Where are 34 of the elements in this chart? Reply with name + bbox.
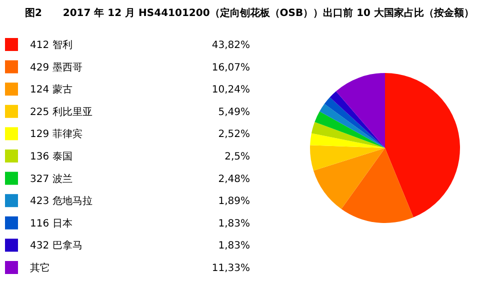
pie-slice <box>385 73 460 218</box>
pie-slice <box>330 91 385 148</box>
data-label: 16,07% <box>212 62 250 74</box>
pie-slice <box>311 122 385 148</box>
data-label: 11,33% <box>212 263 250 274</box>
legend-label: 124 蒙古 <box>30 84 72 96</box>
legend-label: 423 危地马拉 <box>30 195 92 208</box>
pie-slice <box>313 148 385 209</box>
legend-label: 其它 <box>30 262 50 274</box>
data-label: 1,89% <box>218 196 250 208</box>
legend-label: 412 智利 <box>30 39 72 51</box>
legend-label: 136 泰国 <box>30 152 72 162</box>
legend-label: 432 巴拿马 <box>30 240 82 252</box>
legend-label: 327 波兰 <box>30 172 72 185</box>
legend-label: 116 日本 <box>30 217 72 230</box>
legend-label: 129 菲律宾 <box>30 128 82 140</box>
pie-slice <box>336 73 385 148</box>
pie-slice <box>310 145 385 171</box>
data-label: 2,52% <box>218 129 250 140</box>
data-label: 1,83% <box>218 218 250 230</box>
chart-title: 图2 2017 年 12 月 HS44101200（定向刨花板（OSB））出口前 10 大国家占比（按金额） <box>25 7 474 19</box>
data-label: 43,82% <box>212 40 250 51</box>
pie-slice <box>341 148 414 223</box>
pie-slice <box>314 111 385 148</box>
pie-slice <box>320 104 385 148</box>
data-label: 1,83% <box>218 240 250 252</box>
legend-label: 429 墨西哥 <box>30 62 82 74</box>
legend-label: 225 利比里亚 <box>30 106 92 118</box>
data-label: 2,48% <box>218 174 250 185</box>
data-label: 10,24% <box>212 84 250 96</box>
pie-slice <box>310 133 385 148</box>
data-label: 5,49% <box>218 106 250 118</box>
pie-slice <box>324 97 385 148</box>
data-label: 2,5% <box>224 152 250 162</box>
